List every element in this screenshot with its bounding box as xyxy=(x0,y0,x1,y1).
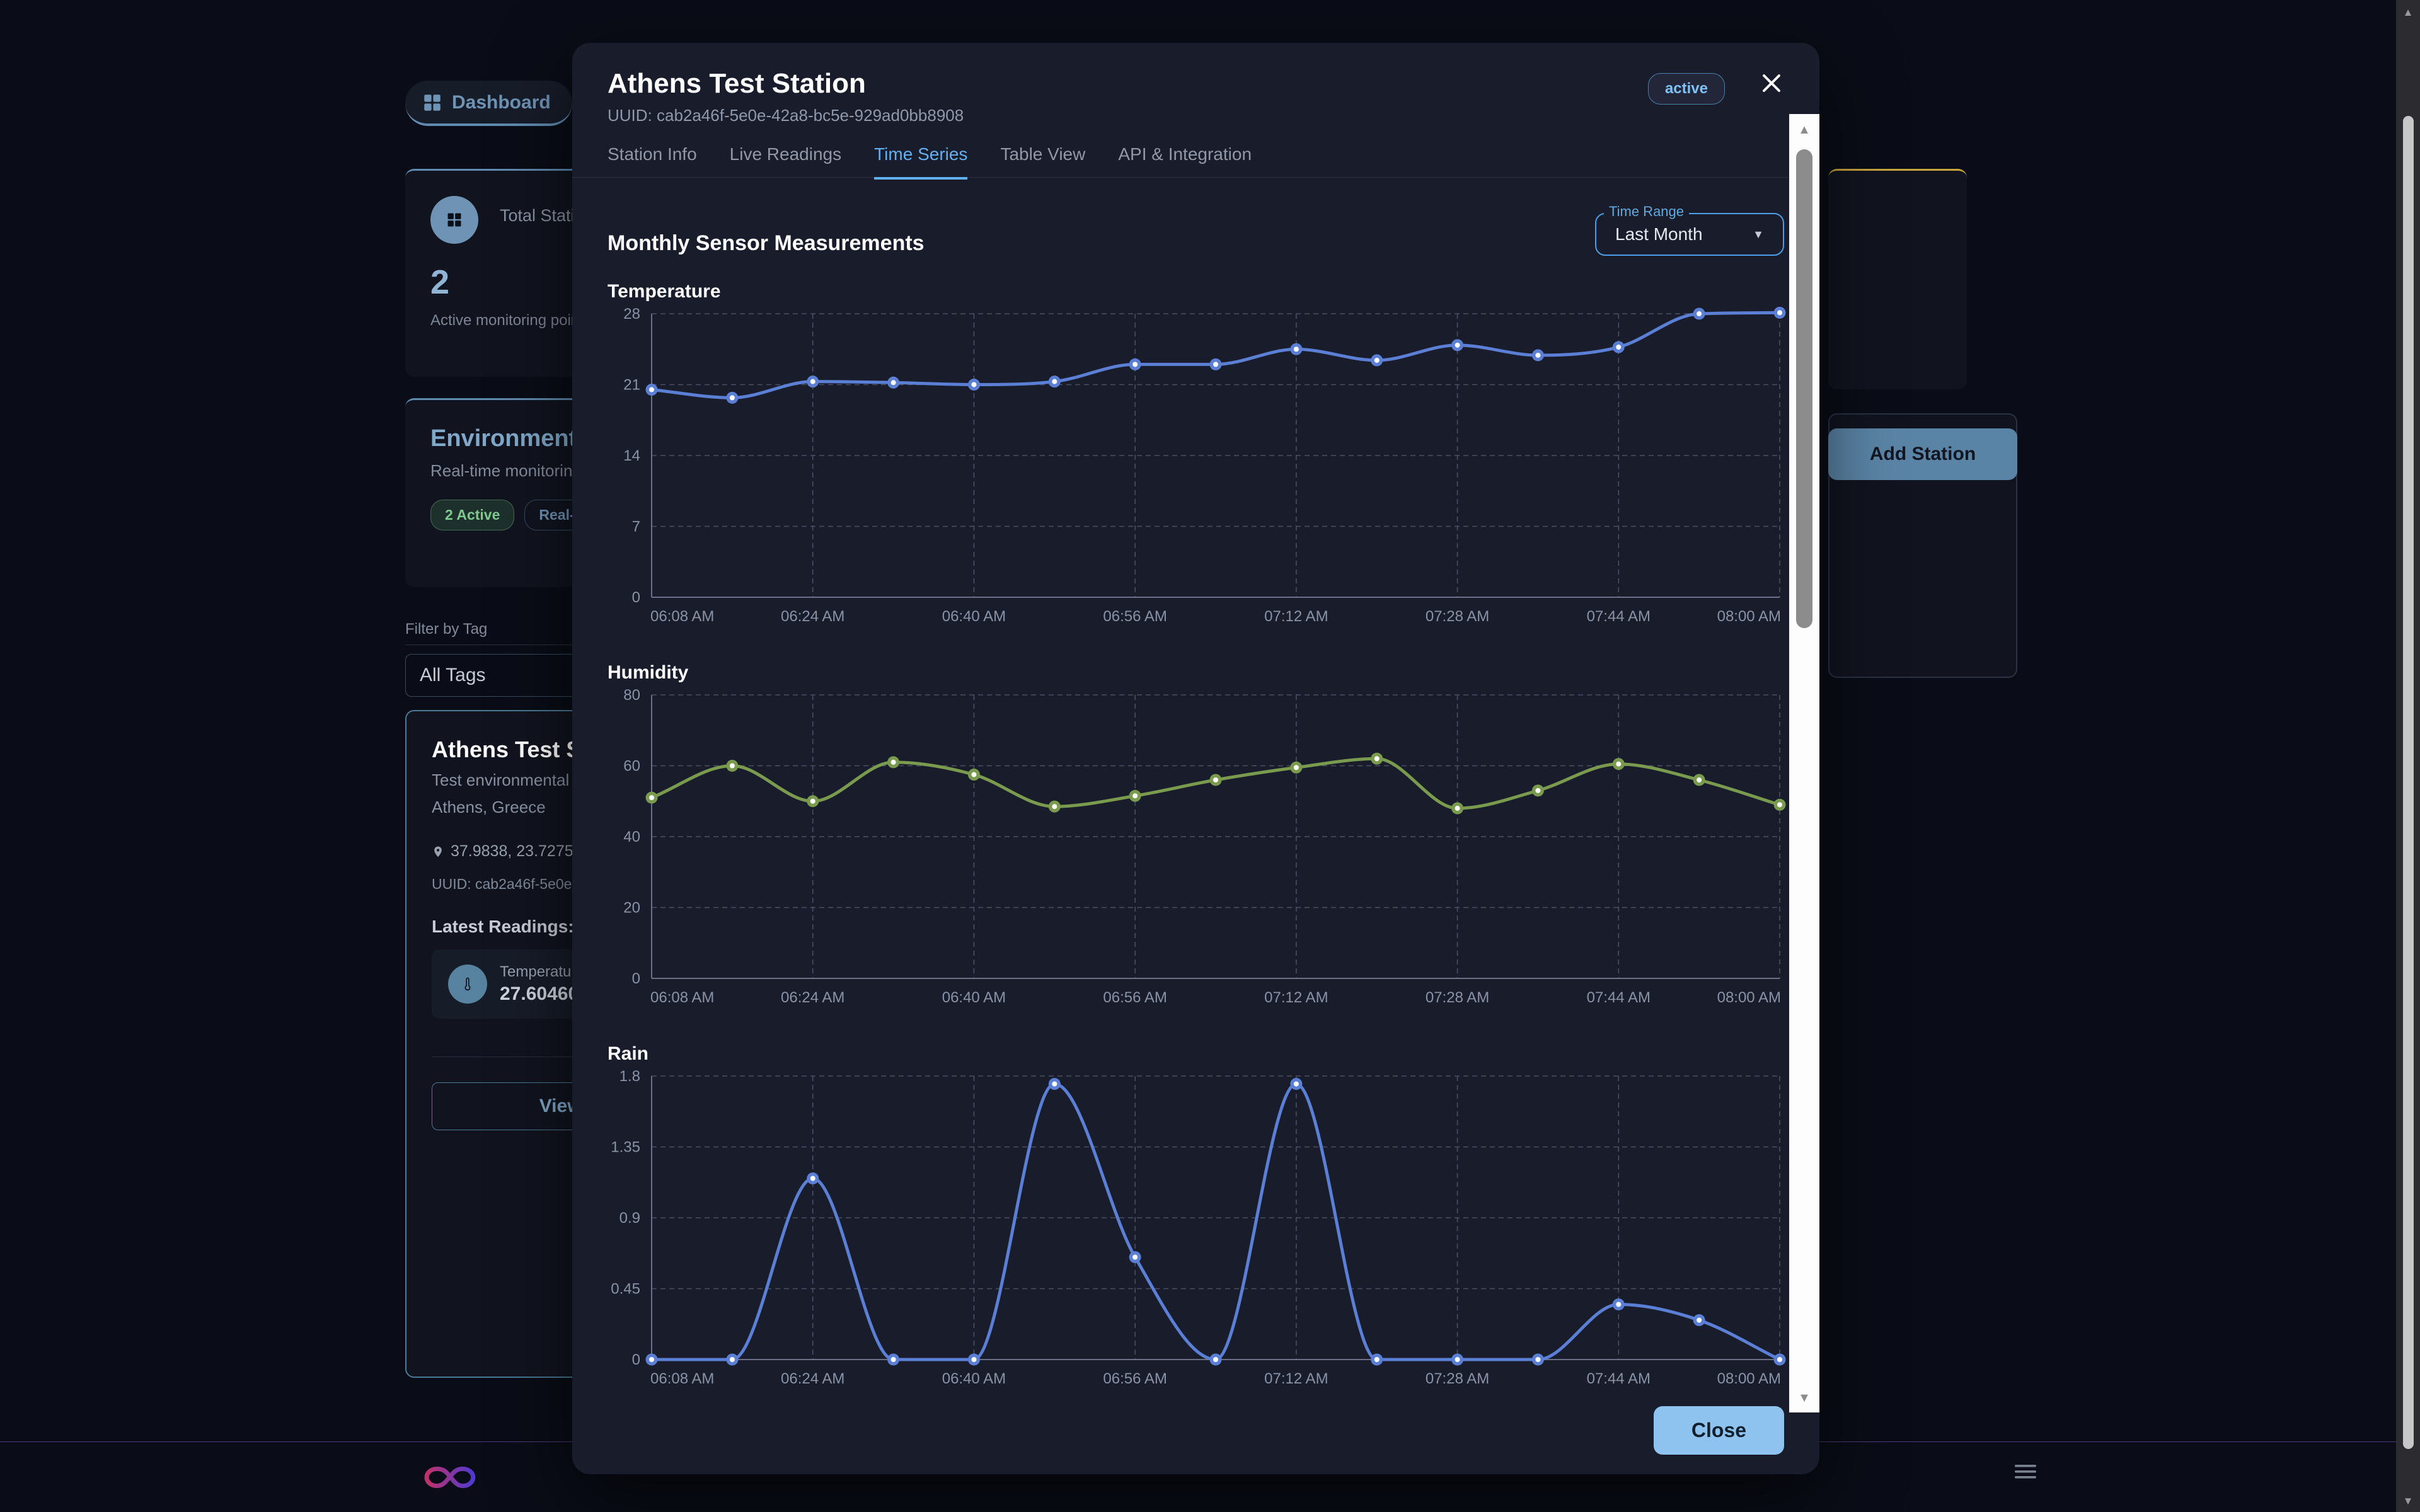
svg-text:08:00 AM: 08:00 AM xyxy=(1717,989,1781,1006)
svg-text:06:08 AM: 06:08 AM xyxy=(650,608,714,625)
svg-text:60: 60 xyxy=(623,758,640,775)
svg-text:40: 40 xyxy=(623,828,640,845)
svg-text:06:40 AM: 06:40 AM xyxy=(942,989,1006,1006)
svg-text:07:28 AM: 07:28 AM xyxy=(1426,1370,1489,1386)
svg-text:1.35: 1.35 xyxy=(611,1139,640,1156)
svg-text:7: 7 xyxy=(632,518,640,536)
svg-text:07:44 AM: 07:44 AM xyxy=(1587,608,1651,625)
svg-text:20: 20 xyxy=(623,900,640,917)
svg-text:06:40 AM: 06:40 AM xyxy=(942,1370,1006,1386)
svg-text:08:00 AM: 08:00 AM xyxy=(1717,608,1781,625)
svg-text:1.8: 1.8 xyxy=(619,1068,640,1085)
svg-text:07:12 AM: 07:12 AM xyxy=(1264,608,1328,625)
svg-text:0.45: 0.45 xyxy=(611,1281,640,1298)
svg-text:07:44 AM: 07:44 AM xyxy=(1587,989,1651,1006)
svg-text:06:08 AM: 06:08 AM xyxy=(650,989,714,1006)
svg-text:06:24 AM: 06:24 AM xyxy=(781,1370,844,1386)
svg-text:06:40 AM: 06:40 AM xyxy=(942,608,1006,625)
svg-text:06:24 AM: 06:24 AM xyxy=(781,989,844,1006)
svg-text:0: 0 xyxy=(632,589,640,606)
svg-text:07:28 AM: 07:28 AM xyxy=(1426,989,1489,1006)
svg-text:08:00 AM: 08:00 AM xyxy=(1717,1370,1781,1386)
svg-text:06:24 AM: 06:24 AM xyxy=(781,608,844,625)
svg-text:07:12 AM: 07:12 AM xyxy=(1264,989,1328,1006)
svg-text:07:12 AM: 07:12 AM xyxy=(1264,1370,1328,1386)
svg-text:0.9: 0.9 xyxy=(619,1210,640,1227)
svg-text:28: 28 xyxy=(623,306,640,323)
svg-text:0: 0 xyxy=(632,1351,640,1368)
svg-text:06:56 AM: 06:56 AM xyxy=(1103,989,1167,1006)
svg-text:07:28 AM: 07:28 AM xyxy=(1426,608,1489,625)
svg-text:21: 21 xyxy=(623,377,640,394)
svg-text:06:56 AM: 06:56 AM xyxy=(1103,1370,1167,1386)
svg-text:06:56 AM: 06:56 AM xyxy=(1103,608,1167,625)
svg-text:0: 0 xyxy=(632,970,640,987)
svg-text:06:08 AM: 06:08 AM xyxy=(650,1370,714,1386)
svg-text:07:44 AM: 07:44 AM xyxy=(1587,1370,1651,1386)
svg-text:14: 14 xyxy=(623,447,640,464)
svg-text:80: 80 xyxy=(623,687,640,704)
